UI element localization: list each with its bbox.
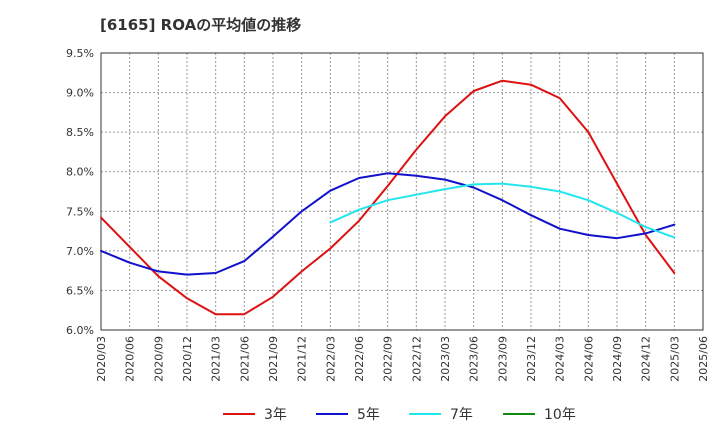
x-tick-label: 2023/09 [496, 336, 509, 382]
x-tick-label: 2021/03 [210, 336, 223, 382]
y-tick-label: 7.0% [66, 245, 94, 258]
series-line-3年 [100, 79, 676, 316]
series-line-7年 [329, 182, 676, 239]
y-tick-label: 9.5% [66, 47, 94, 60]
y-tick-label: 6.5% [66, 284, 94, 297]
series-lines [100, 79, 676, 316]
x-tick-label: 2022/09 [382, 336, 395, 382]
x-tick-label: 2021/12 [296, 336, 309, 382]
x-tick-label: 2023/12 [525, 336, 538, 382]
x-tick-label: 2020/12 [181, 336, 194, 382]
x-axis-ticks: 2020/03 2020/06 2020/09 2020/12 2021/03 2021/… [95, 336, 710, 382]
series-line-5年 [100, 172, 676, 276]
legend: 3年 5年 7年 10年 [223, 407, 576, 423]
legend-label: 7年 [450, 407, 473, 423]
x-tick-label: 2021/09 [267, 336, 280, 382]
y-tick-label: 8.0% [66, 166, 94, 179]
x-tick-label: 2024/09 [611, 336, 624, 382]
y-tick-label: 7.5% [66, 205, 94, 218]
x-tick-label: 2022/06 [353, 336, 366, 382]
x-tick-label: 2023/06 [468, 336, 481, 382]
y-tick-label: 8.5% [66, 126, 94, 139]
x-tick-label: 2024/03 [554, 336, 567, 382]
legend-label: 5年 [357, 407, 380, 423]
y-tick-label: 9.0% [66, 87, 94, 100]
x-tick-label: 2025/03 [668, 336, 681, 382]
y-axis-ticks: 6.0% 6.5% 7.0% 7.5% 8.0% 8.5% 9.0% 9.5% [66, 47, 94, 337]
x-tick-label: 2025/06 [697, 336, 710, 382]
x-tick-label: 2021/06 [238, 336, 251, 382]
x-tick-label: 2022/12 [410, 336, 423, 382]
x-tick-label: 2020/03 [95, 336, 108, 382]
x-tick-label: 2020/09 [152, 336, 165, 382]
plot-frame [100, 52, 704, 331]
x-tick-label: 2023/03 [439, 336, 452, 382]
legend-label: 10年 [544, 407, 576, 423]
x-tick-label: 2020/06 [124, 336, 137, 382]
grid [101, 53, 703, 330]
x-tick-label: 2024/06 [582, 336, 595, 382]
chart-title: [6165] ROAの平均値の推移 [100, 16, 302, 34]
legend-label: 3年 [264, 407, 287, 423]
x-tick-label: 2024/12 [640, 336, 653, 382]
x-tick-label: 2022/03 [324, 336, 337, 382]
y-tick-label: 6.0% [66, 324, 94, 337]
